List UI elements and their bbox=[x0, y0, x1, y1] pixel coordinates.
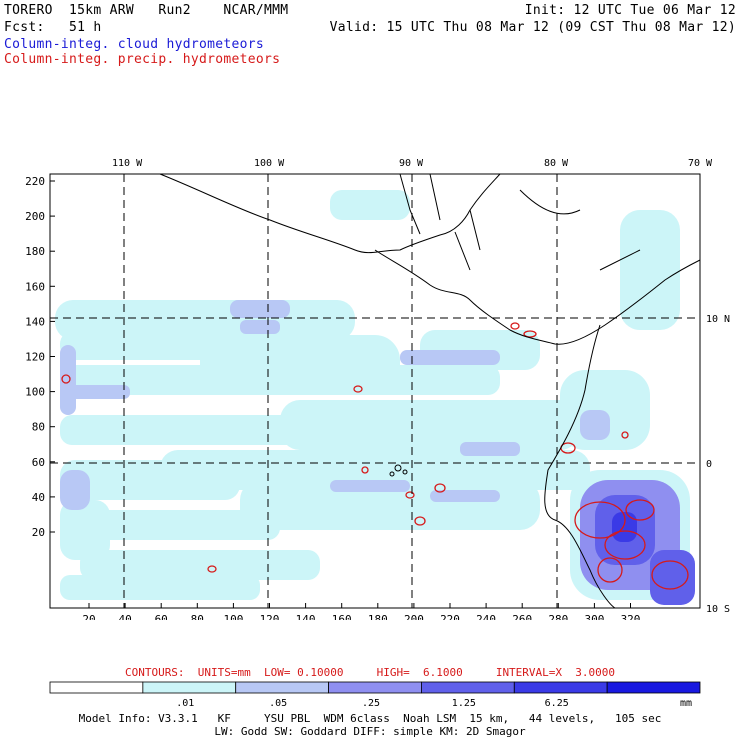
x-tick-label: 20 bbox=[82, 613, 95, 620]
x-tick-label: 220 bbox=[440, 613, 460, 620]
x-tick-label: 240 bbox=[476, 613, 496, 620]
colorbar-swatch bbox=[142, 681, 237, 694]
model-info: Model Info: V3.3.1 KF YSU PBL WDM 6class… bbox=[78, 712, 662, 725]
x-tick-label: 80 bbox=[191, 613, 204, 620]
y-tick-label: 100 bbox=[25, 386, 45, 399]
forecast-hour: Fcst: 51 h bbox=[4, 20, 102, 35]
precip-contours bbox=[61, 322, 689, 590]
model-title: TORERO 15km ARW Run2 NCAR/MMM bbox=[4, 3, 289, 18]
colorbar-swatch bbox=[513, 681, 608, 694]
x-tick-label: 60 bbox=[155, 613, 168, 620]
colorbar-label: .01 bbox=[176, 698, 194, 708]
colorbar-label: .25 bbox=[362, 698, 380, 708]
x-tick-label: 160 bbox=[332, 613, 352, 620]
precip-heavy-shading bbox=[570, 470, 695, 605]
y-tick-label: 160 bbox=[25, 280, 45, 293]
y-tick-label: 20 bbox=[32, 526, 45, 539]
y-tick-label: 220 bbox=[25, 175, 45, 188]
coastlines bbox=[159, 173, 701, 609]
colorbar-swatch bbox=[328, 681, 422, 694]
y-tick-label: 140 bbox=[25, 315, 45, 328]
colorbar-label: .05 bbox=[269, 698, 287, 708]
latlon-grid bbox=[50, 174, 700, 608]
colorbar-unit: mm bbox=[680, 698, 692, 708]
colorbar-swatch bbox=[606, 681, 701, 694]
x-tick-label: 280 bbox=[548, 613, 568, 620]
y-tick-label: 60 bbox=[32, 456, 45, 469]
lon-label-80w: 80 W bbox=[544, 158, 569, 169]
x-tick-label: 260 bbox=[512, 613, 532, 620]
cloud-field-label: Column-integ. cloud hydrometeors bbox=[4, 37, 265, 52]
y-axis: 220 200 180 160 140 120 100 80 60 40 20 bbox=[25, 175, 55, 539]
colorbar: .01 .05 .25 1.25 6.25 mm bbox=[49, 681, 701, 708]
init-time: Init: 12 UTC Tue 06 Mar 12 bbox=[524, 3, 736, 18]
precip-field-label: Column-integ. precip. hydrometeors bbox=[4, 52, 281, 67]
y-tick-label: 40 bbox=[32, 491, 45, 504]
lon-label-100w: 100 W bbox=[254, 158, 285, 169]
y-tick-label: 120 bbox=[25, 351, 45, 364]
colorbar-swatch bbox=[235, 681, 329, 694]
contours-info: CONTOURS: UNITS=mm LOW= 0.10000 HIGH= 6.… bbox=[124, 666, 616, 679]
forecast-map: 110 W 100 W 90 W 80 W 70 W bbox=[25, 158, 730, 620]
colorbar-label: 6.25 bbox=[545, 698, 569, 708]
colorbar-swatch bbox=[421, 681, 515, 694]
x-tick-label: 200 bbox=[404, 613, 424, 620]
x-tick-label: 40 bbox=[118, 613, 131, 620]
x-tick-label: 100 bbox=[223, 613, 243, 620]
colorbar-swatch bbox=[49, 681, 144, 694]
x-tick-label: 180 bbox=[368, 613, 388, 620]
lat-label-10s: 10 S bbox=[706, 604, 730, 615]
lat-label-10n: 10 N bbox=[706, 314, 730, 325]
plot-area bbox=[49, 173, 701, 609]
y-tick-label: 180 bbox=[25, 245, 45, 258]
y-tick-label: 80 bbox=[32, 421, 45, 434]
x-tick-label: 320 bbox=[621, 613, 641, 620]
lat-label-0: 0 bbox=[706, 459, 712, 470]
valid-time: Valid: 15 UTC Thu 08 Mar 12 (09 CST Thu … bbox=[329, 20, 736, 35]
lon-label-110w: 110 W bbox=[112, 158, 143, 169]
x-axis: 20 40 60 80 100 120 140 160 180 200 220 240 260 280 30… bbox=[82, 603, 640, 620]
lon-label-90w: 90 W bbox=[399, 158, 424, 169]
x-tick-label: 300 bbox=[584, 613, 604, 620]
x-tick-label: 120 bbox=[260, 613, 280, 620]
colorbar-label: 1.25 bbox=[452, 698, 476, 708]
y-tick-label: 200 bbox=[25, 210, 45, 223]
cloud-medium-shading bbox=[60, 300, 610, 510]
physics-info: LW: Godd SW: Goddard DIFF: simple KM: 2D… bbox=[214, 725, 526, 738]
lon-label-70w: 70 W bbox=[688, 158, 713, 169]
x-tick-label: 140 bbox=[296, 613, 316, 620]
